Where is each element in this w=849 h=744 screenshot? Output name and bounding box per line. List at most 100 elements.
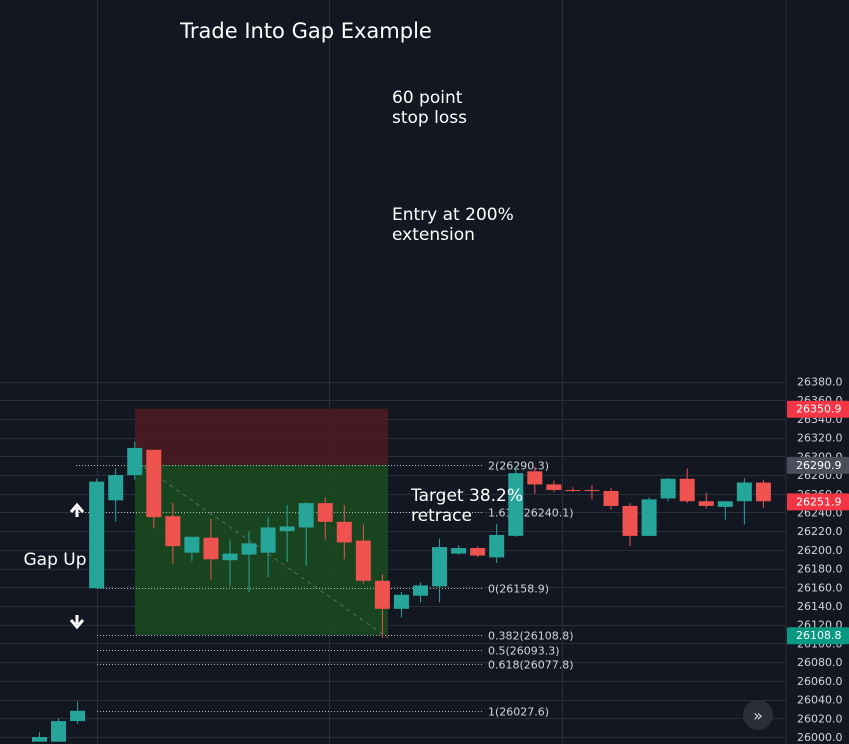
- price-tag: 26290.9: [787, 456, 849, 474]
- fib-level-label: 2(26290.3): [488, 460, 549, 473]
- price-tag-background: [787, 627, 849, 645]
- entry-annotation: Entry at 200% extension: [392, 205, 519, 245]
- candle-up: [432, 538, 448, 603]
- candle-down: [527, 466, 543, 494]
- candle-down: [603, 488, 619, 510]
- fib-level-label: 0.5(26093.3): [488, 645, 560, 658]
- candle-body: [660, 478, 676, 499]
- candle-body: [317, 503, 333, 522]
- price-tags: 26350.9 26290.9 26251.9 26108.8: [787, 400, 849, 645]
- candle-up: [451, 545, 467, 555]
- candle-body: [432, 547, 448, 587]
- candle-up: [184, 536, 200, 562]
- candle-up: [508, 466, 524, 537]
- candle-body: [546, 484, 562, 491]
- entry-line-2: extension: [392, 225, 475, 245]
- candle-up: [413, 582, 428, 603]
- candle-down: [565, 487, 581, 492]
- candle-body: [89, 481, 105, 589]
- candle-body: [470, 548, 486, 556]
- candle-up: [736, 477, 752, 525]
- price-tick-label: 26000.0: [797, 731, 843, 744]
- stop-loss-line-1: 60 point: [392, 88, 463, 108]
- candle-body: [451, 548, 467, 554]
- candle-down: [546, 480, 562, 492]
- candle-body: [508, 473, 524, 536]
- candle-up: [279, 504, 295, 563]
- double-chevron-right-icon: »: [753, 705, 763, 725]
- candle-body: [565, 490, 581, 492]
- candle-body: [70, 710, 86, 722]
- candle-body: [527, 471, 543, 485]
- candle-down: [336, 504, 352, 560]
- candle-body: [279, 526, 295, 532]
- candle-up: [489, 523, 505, 563]
- candle-down: [146, 449, 162, 529]
- price-tick-label: 26160.0: [797, 581, 843, 594]
- candle-up: [717, 501, 733, 520]
- fib-level-label: 0.382(26108.8): [488, 630, 574, 643]
- candle-body: [51, 721, 67, 742]
- candle-body: [489, 534, 505, 558]
- price-tick-label: 26200.0: [797, 544, 843, 557]
- price-tag: 26251.9: [787, 493, 849, 511]
- price-tag-label: 26251.9: [796, 495, 842, 508]
- candle-body: [184, 536, 200, 553]
- candle-down: [470, 546, 486, 558]
- price-tag-label: 26350.9: [796, 403, 842, 416]
- scroll-to-realtime-button[interactable]: »: [743, 700, 773, 730]
- candle-body: [641, 499, 657, 536]
- price-tag-label: 26290.9: [796, 459, 842, 472]
- candles: [32, 441, 771, 742]
- price-tick-label: 26320.0: [797, 432, 843, 445]
- candle-down: [374, 574, 390, 638]
- candle-body: [127, 447, 143, 476]
- candle-down: [584, 485, 600, 500]
- price-tick-label: 26220.0: [797, 525, 843, 538]
- fib-level-label: 1(26027.6): [488, 706, 549, 719]
- candle-down: [622, 503, 638, 547]
- candle-body: [717, 501, 733, 507]
- gap-up-label: Gap Up: [23, 550, 86, 570]
- candle-down: [679, 468, 695, 504]
- candle-body: [374, 580, 390, 609]
- candle-body: [241, 543, 257, 555]
- candle-down: [755, 479, 771, 508]
- candle-down: [355, 524, 371, 584]
- candle-body: [736, 482, 752, 502]
- candle-body: [146, 449, 162, 518]
- candle-body: [393, 594, 409, 609]
- candle-body: [260, 527, 276, 553]
- price-axis[interactable]: 26000.026020.026040.026060.026080.026100…: [797, 376, 843, 744]
- candle-down: [203, 519, 219, 580]
- candle-body: [698, 501, 714, 506]
- candle-body: [679, 478, 695, 502]
- candle-body: [355, 540, 371, 581]
- candle-up: [241, 531, 257, 592]
- arrow-up-icon: [69, 502, 85, 517]
- candle-body: [413, 585, 428, 596]
- chart-title: Trade Into Gap Example: [179, 19, 432, 43]
- price-tick-label: 26180.0: [797, 563, 843, 576]
- candle-body: [755, 482, 771, 502]
- candle-body: [603, 490, 619, 506]
- candle-body: [584, 490, 600, 492]
- candle-down: [698, 492, 714, 509]
- fib-level-label: 0(26158.9): [488, 583, 549, 596]
- stop-loss-line-2: stop loss: [392, 108, 467, 128]
- price-tag: 26350.9: [787, 400, 849, 418]
- fib-level-label: 0.618(26077.8): [488, 659, 574, 672]
- candle-up: [51, 718, 67, 742]
- price-tag-label: 26108.8: [796, 629, 842, 642]
- stop-loss-zone: [135, 408, 388, 465]
- candle-body: [336, 521, 352, 543]
- price-tick-label: 26080.0: [797, 656, 843, 669]
- candle-body: [222, 553, 238, 561]
- candle-down: [165, 503, 181, 564]
- price-tick-label: 26040.0: [797, 694, 843, 707]
- candle-up: [393, 591, 409, 618]
- candle-body: [203, 537, 219, 560]
- candle-up: [32, 732, 47, 742]
- candle-down: [317, 497, 333, 540]
